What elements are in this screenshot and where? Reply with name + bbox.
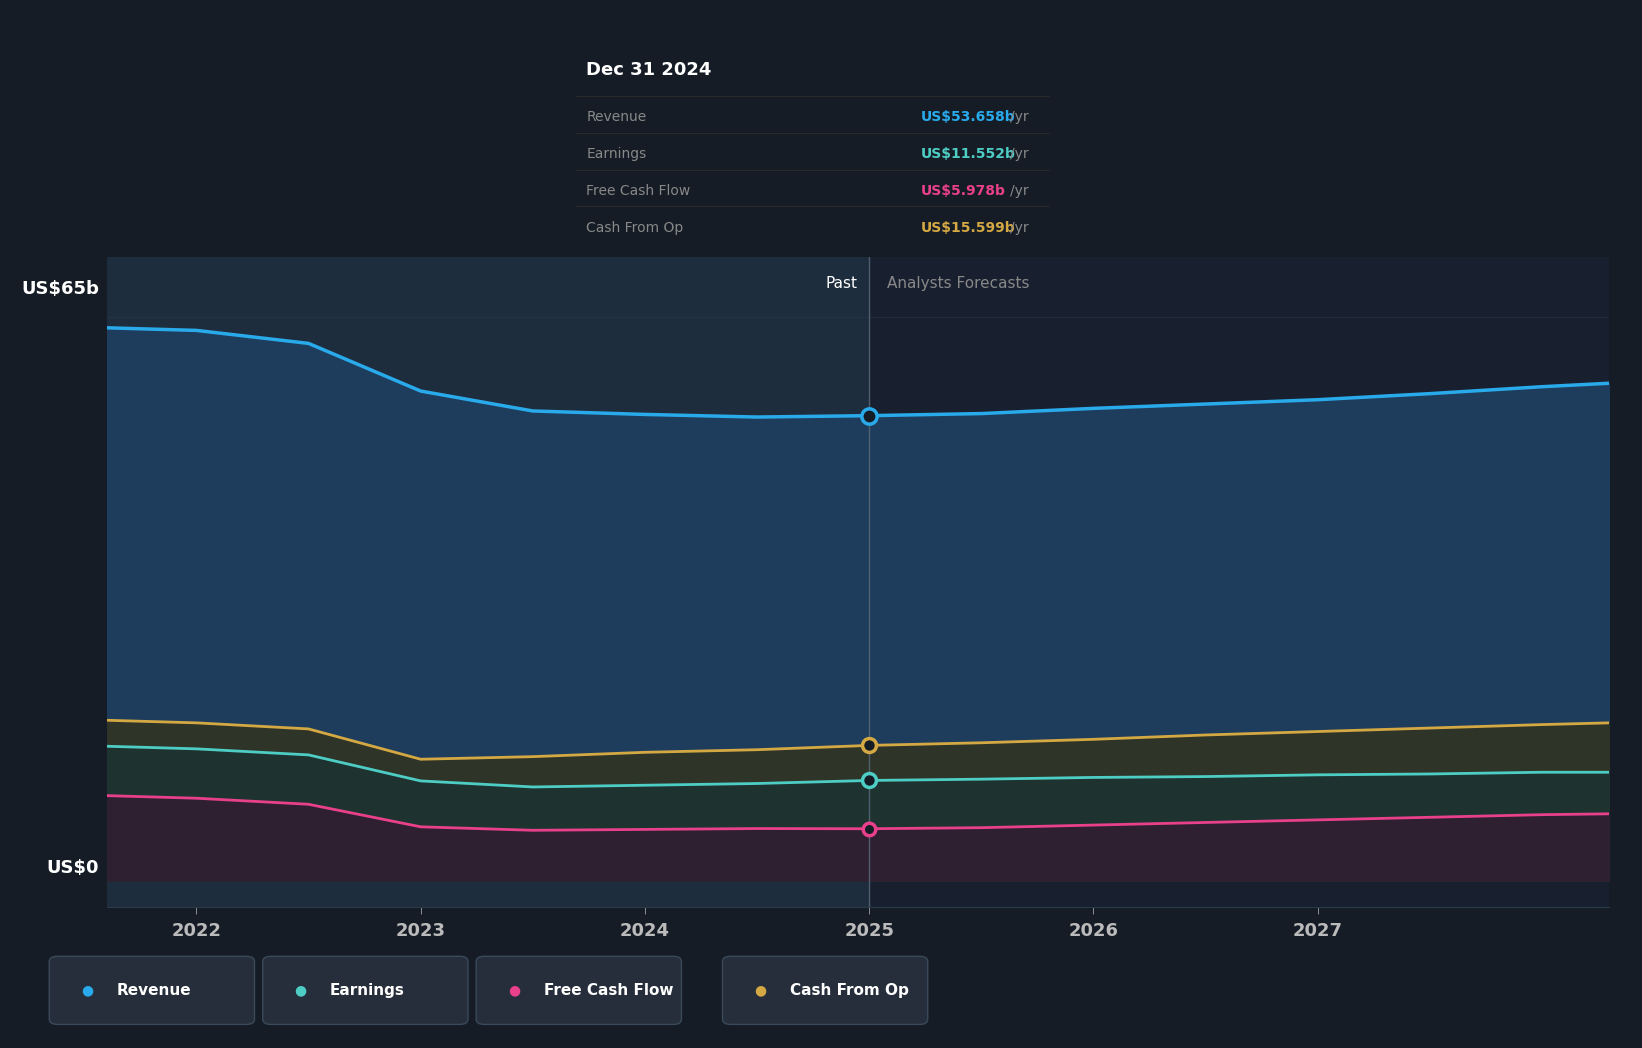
- Bar: [869, 257, 1609, 907]
- Text: Dec 31 2024: Dec 31 2024: [586, 61, 711, 80]
- Text: US$65b: US$65b: [21, 280, 99, 298]
- Text: US$0: US$0: [46, 859, 99, 877]
- Text: Earnings: Earnings: [586, 147, 647, 161]
- Text: Cash From Op: Cash From Op: [586, 220, 683, 235]
- Text: ●: ●: [754, 983, 767, 998]
- Bar: [107, 257, 869, 907]
- Text: US$5.978b: US$5.978b: [921, 183, 1007, 198]
- Text: Free Cash Flow: Free Cash Flow: [544, 983, 673, 998]
- Text: Free Cash Flow: Free Cash Flow: [586, 183, 690, 198]
- Text: Analysts Forecasts: Analysts Forecasts: [887, 277, 1030, 291]
- Text: /yr: /yr: [1010, 220, 1028, 235]
- Text: US$53.658b: US$53.658b: [921, 110, 1016, 125]
- Text: US$11.552b: US$11.552b: [921, 147, 1016, 161]
- Text: ●: ●: [294, 983, 307, 998]
- Text: Past: Past: [826, 277, 859, 291]
- Text: /yr: /yr: [1010, 110, 1028, 125]
- Text: Cash From Op: Cash From Op: [790, 983, 908, 998]
- Text: US$15.599b: US$15.599b: [921, 220, 1016, 235]
- Text: Earnings: Earnings: [330, 983, 406, 998]
- Text: ●: ●: [507, 983, 521, 998]
- Text: Revenue: Revenue: [117, 983, 190, 998]
- Text: ●: ●: [80, 983, 94, 998]
- Text: /yr: /yr: [1010, 183, 1028, 198]
- Text: /yr: /yr: [1010, 147, 1028, 161]
- Text: Revenue: Revenue: [586, 110, 647, 125]
